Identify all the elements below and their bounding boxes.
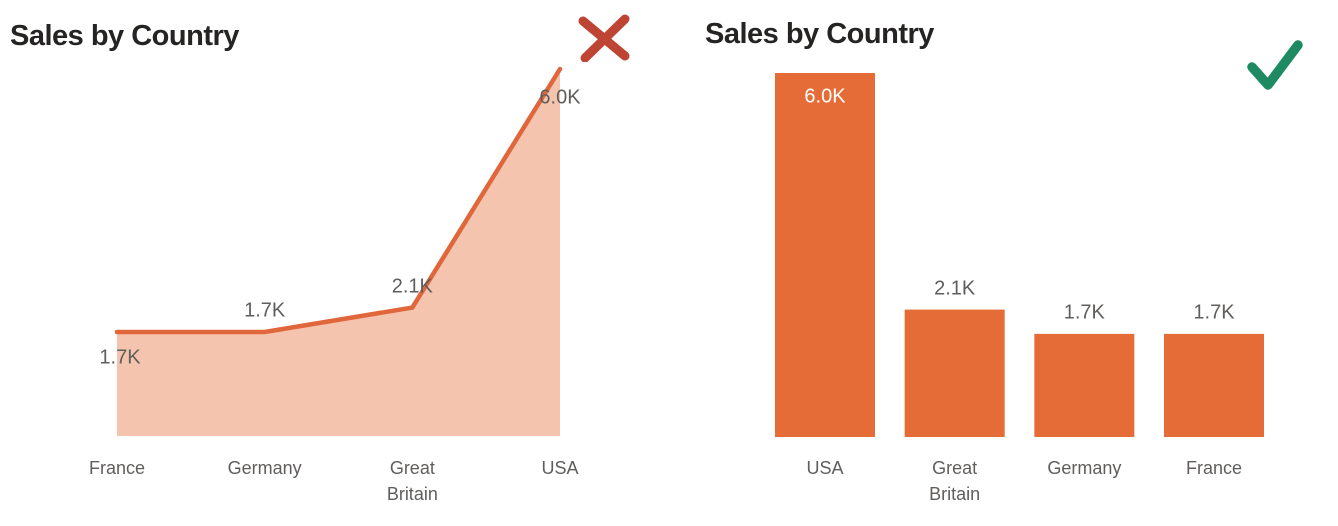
axis-label: USA: [806, 458, 844, 478]
correct-check-icon: [1246, 38, 1304, 97]
bar-chart-panel: Sales by Country 6.0K 2.1K 1.7K 1.7K USA Gre…: [700, 0, 1338, 526]
data-label: 1.7K: [99, 346, 141, 369]
axis-label: France: [88, 458, 146, 478]
incorrect-x-icon: [576, 14, 632, 67]
sales-line: [114, 66, 563, 335]
axis-label: Germany: [1047, 458, 1122, 478]
data-label: 2.1K: [934, 277, 976, 300]
axis-label: USA: [541, 458, 579, 478]
data-label: 1.7K: [1063, 301, 1105, 324]
axis-label: France: [1185, 458, 1243, 478]
axis-label: Germany: [227, 458, 302, 478]
bar: [1034, 333, 1135, 437]
area-chart-plot: [114, 66, 563, 436]
data-label: 2.1K: [391, 275, 433, 298]
axis-label: Great Britain: [929, 458, 981, 504]
axis-label: Great Britain: [386, 458, 438, 504]
bar-chart-plot: [775, 73, 1265, 437]
area-fill: [117, 69, 561, 436]
area-chart-panel: Sales by Country 1.7K 1.7K 2.1K 6.0K France…: [0, 0, 660, 526]
data-label: 1.7K: [244, 299, 286, 322]
data-label: 6.0K: [804, 85, 846, 108]
data-label: 6.0K: [539, 86, 581, 109]
chart-title: Sales by Country: [10, 20, 239, 52]
bar: [904, 309, 1005, 437]
chart-title: Sales by Country: [705, 18, 934, 50]
data-label: 1.7K: [1193, 301, 1235, 324]
bar: [1164, 333, 1265, 437]
bar: [775, 73, 875, 437]
